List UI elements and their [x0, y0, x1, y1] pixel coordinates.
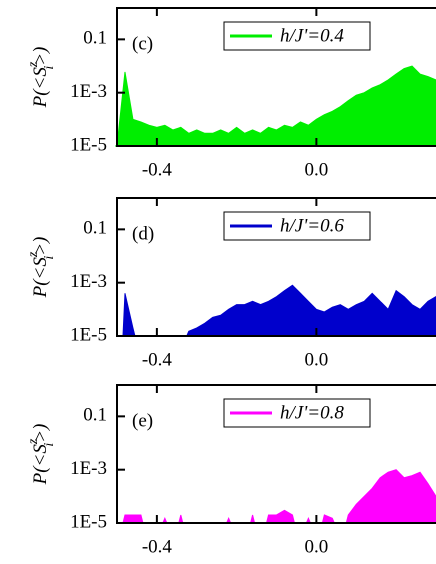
panel-label: (c)	[132, 33, 153, 54]
y-tick-label: 0.1	[83, 218, 107, 239]
plot-frame	[116, 384, 436, 524]
y-tick-label: 1E-5	[70, 134, 107, 155]
panel: 1E-5 1E-3 0.1 -0.4 0.0 (c) h/J'=0.4 P(<Szi>)	[26, 7, 436, 180]
area	[115, 65, 436, 147]
y-label-sup: z	[26, 61, 41, 68]
panel-label: (e)	[132, 410, 153, 431]
legend-box	[223, 398, 371, 428]
panel-label: (d)	[132, 223, 154, 244]
y-label-sup: z	[26, 251, 41, 258]
y-label-main: P(<S	[30, 257, 51, 299]
x-tick-label: -0.4	[142, 349, 173, 370]
legend-label: h/J'=0.6	[280, 215, 344, 236]
y-label-sup: z	[26, 438, 41, 445]
y-tick-label: 1E-5	[70, 511, 107, 532]
panel: 1E-5 1E-3 0.1 -0.4 0.0 (d) h/J'=0.6 P(<Szi>)	[26, 197, 436, 370]
y-tick-label: 1E-3	[70, 81, 107, 102]
x-tick-label: -0.4	[142, 536, 173, 557]
area	[186, 284, 436, 337]
area	[249, 514, 256, 524]
x-tick-label: 0.0	[305, 536, 329, 557]
area	[178, 514, 184, 524]
y-axis-label: P(<Szi>)	[26, 237, 57, 299]
y-label-sub: i	[42, 66, 57, 70]
y-tick-label: 0.1	[83, 28, 107, 49]
y-axis-label: P(<Szi>)	[26, 47, 57, 109]
panel: 1E-5 1E-3 0.1 -0.4 0.0 (e) h/J'=0.8 P(<Szi>)	[26, 384, 436, 557]
y-tick-label: 0.1	[83, 405, 107, 426]
y-label-sub: i	[42, 256, 57, 260]
y-tick-label: 1E-5	[70, 324, 107, 345]
y-label-end: >)	[30, 47, 51, 66]
y-tick-label: 1E-3	[70, 271, 107, 292]
plot-frame	[116, 7, 436, 147]
x-tick-label: -0.4	[142, 159, 173, 180]
y-label-end: >)	[30, 237, 51, 256]
y-tick-label: 1E-3	[70, 458, 107, 479]
y-label-main: P(<S	[30, 444, 51, 486]
area	[265, 509, 296, 524]
legend-label: h/J'=0.4	[280, 25, 344, 46]
x-tick-label: 0.0	[305, 159, 329, 180]
plot-frame	[116, 197, 436, 337]
y-axis-label: P(<Szi>)	[26, 424, 57, 486]
y-label-end: >)	[30, 424, 51, 443]
legend-label: h/J'=0.8	[280, 402, 344, 423]
x-tick-label: 0.0	[305, 349, 329, 370]
y-label-main: P(<S	[30, 67, 51, 109]
area	[122, 293, 136, 337]
y-label-sub: i	[42, 443, 57, 447]
area	[345, 469, 436, 524]
area	[122, 514, 144, 524]
area	[321, 514, 336, 524]
